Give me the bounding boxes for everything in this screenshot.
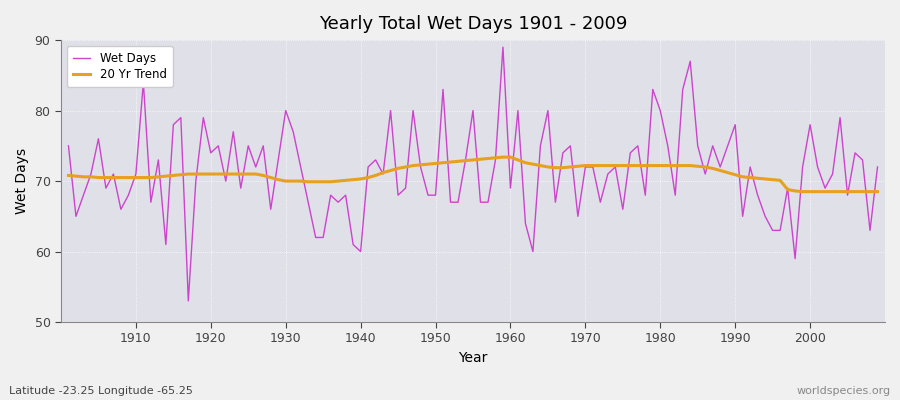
- Y-axis label: Wet Days: Wet Days: [15, 148, 29, 214]
- Title: Yearly Total Wet Days 1901 - 2009: Yearly Total Wet Days 1901 - 2009: [319, 15, 627, 33]
- 20 Yr Trend: [333, 179, 344, 184]
- X-axis label: Year: Year: [458, 351, 488, 365]
- Wet Days: [183, 298, 194, 303]
- 20 Yr Trend: [602, 163, 613, 168]
- Text: Latitude -23.25 Longitude -65.25: Latitude -23.25 Longitude -65.25: [9, 386, 193, 396]
- 20 Yr Trend: [498, 155, 508, 160]
- Wet Days: [123, 193, 134, 198]
- Line: 20 Yr Trend: 20 Yr Trend: [68, 157, 878, 192]
- Wet Days: [610, 164, 621, 169]
- Line: Wet Days: Wet Days: [68, 47, 878, 301]
- 20 Yr Trend: [505, 155, 516, 160]
- Text: worldspecies.org: worldspecies.org: [796, 386, 891, 396]
- Wet Days: [63, 144, 74, 148]
- 20 Yr Trend: [288, 179, 299, 184]
- Wet Days: [512, 108, 523, 113]
- Legend: Wet Days, 20 Yr Trend: Wet Days, 20 Yr Trend: [67, 46, 173, 87]
- Wet Days: [872, 164, 883, 169]
- Wet Days: [340, 193, 351, 198]
- 20 Yr Trend: [797, 189, 808, 194]
- 20 Yr Trend: [872, 189, 883, 194]
- Wet Days: [520, 221, 531, 226]
- 20 Yr Trend: [63, 173, 74, 178]
- 20 Yr Trend: [123, 175, 134, 180]
- Wet Days: [498, 45, 508, 50]
- 20 Yr Trend: [512, 158, 523, 162]
- Wet Days: [295, 164, 306, 169]
